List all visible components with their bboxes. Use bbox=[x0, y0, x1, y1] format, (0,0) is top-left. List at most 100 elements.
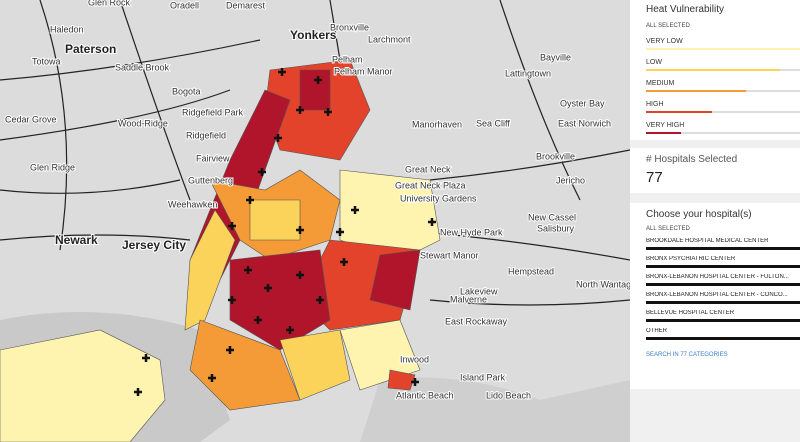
level-label: MEDIUM bbox=[646, 80, 675, 87]
place-label: Lido Beach bbox=[486, 390, 531, 400]
place-label: East Norwich bbox=[558, 118, 611, 128]
place-label: Pelham bbox=[332, 54, 363, 64]
heat-card: Heat Vulnerability ALL SELECTED VERY LOW… bbox=[630, 0, 800, 140]
place-label: Cedar Grove bbox=[5, 114, 57, 124]
level-label: VERY HIGH bbox=[646, 122, 685, 129]
hospital-marker bbox=[226, 346, 234, 354]
hospital-marker bbox=[246, 196, 254, 204]
place-label: Haledon bbox=[50, 24, 84, 34]
hospital-label: OTHER bbox=[646, 328, 667, 334]
water bbox=[360, 377, 630, 442]
roads bbox=[0, 0, 630, 306]
heat-level: VERY HIGH bbox=[646, 122, 800, 134]
hospital-marker bbox=[286, 326, 294, 334]
place-label: Weehawken bbox=[168, 199, 217, 209]
place-label: Atlantic Beach bbox=[396, 390, 454, 400]
search-link[interactable]: SEARCH IN 77 CATEGORIES bbox=[646, 352, 728, 358]
place-label: Newark bbox=[55, 233, 98, 247]
level-label: VERY LOW bbox=[646, 38, 683, 45]
level-label: LOW bbox=[646, 59, 662, 66]
level-track bbox=[646, 111, 800, 113]
level-track bbox=[646, 48, 800, 50]
hospital-item[interactable]: BRONX-LEBANON HOSPITAL CENTER - FULTON..… bbox=[646, 274, 800, 286]
hospital-item[interactable]: OTHER bbox=[646, 328, 800, 340]
heat-title: Heat Vulnerability bbox=[646, 4, 725, 15]
hospital-marker bbox=[336, 228, 344, 236]
hospital-item[interactable]: BRONX-LEBANON HOSPITAL CENTER - CONCO... bbox=[646, 292, 800, 304]
hospital-bar bbox=[646, 301, 800, 304]
hospital-marker bbox=[428, 218, 436, 226]
hospital-item[interactable]: BELLEVUE HOSPITAL CENTER bbox=[646, 310, 800, 322]
place-label: Ridgefield bbox=[186, 130, 226, 140]
hospital-bar bbox=[646, 337, 800, 340]
level-bar bbox=[646, 132, 682, 134]
hospital-bar bbox=[646, 283, 800, 286]
place-label: Totowa bbox=[32, 56, 61, 66]
hospital-label: BROOKDALE HOSPITAL MEDICAL CENTER bbox=[646, 238, 769, 244]
place-label: Sea Cliff bbox=[476, 118, 510, 128]
place-label: Glen Rock bbox=[88, 0, 131, 7]
heat-level: VERY LOW bbox=[646, 38, 800, 50]
place-label: Jersey City bbox=[122, 238, 186, 252]
place-label: Paterson bbox=[65, 42, 116, 56]
hospital-marker bbox=[351, 206, 359, 214]
place-label: New Hyde Park bbox=[440, 227, 503, 237]
hospital-marker bbox=[134, 388, 142, 396]
place-label: Bronxville bbox=[330, 22, 369, 32]
hospital-card: Choose your hospital(s) ALL SELECTED BRO… bbox=[630, 203, 800, 389]
hospital-marker bbox=[228, 222, 236, 230]
hospital-marker bbox=[411, 378, 419, 386]
districts bbox=[0, 59, 441, 442]
level-label: HIGH bbox=[646, 101, 664, 108]
place-label: Bayville bbox=[540, 52, 571, 62]
hospital-marker bbox=[228, 296, 236, 304]
hospital-item[interactable]: BRONX PSYCHIATRIC CENTER bbox=[646, 256, 800, 268]
place-label: Island Park bbox=[460, 372, 506, 382]
place-label: University Gardens bbox=[400, 193, 477, 203]
hospital-title: Choose your hospital(s) bbox=[646, 209, 752, 220]
place-label: Manorhaven bbox=[412, 119, 462, 129]
hospital-label: BRONX-LEBANON HOSPITAL CENTER - FULTON..… bbox=[646, 274, 789, 280]
hospital-marker bbox=[314, 76, 322, 84]
place-label: Wood-Ridge bbox=[118, 118, 168, 128]
place-label: Lakeview bbox=[460, 286, 498, 296]
place-label: Lattingtown bbox=[505, 68, 551, 78]
hospital-marker bbox=[316, 296, 324, 304]
all-selected[interactable]: ALL SELECTED bbox=[646, 226, 690, 232]
hospital-marker bbox=[258, 168, 266, 176]
hospital-label: BRONX-LEBANON HOSPITAL CENTER - CONCO... bbox=[646, 292, 788, 298]
hospital-marker bbox=[142, 354, 150, 362]
place-label: Bogota bbox=[172, 86, 201, 96]
place-label: Yonkers bbox=[290, 28, 337, 42]
hospital-marker bbox=[278, 68, 286, 76]
count-card: # Hospitals Selected 77 bbox=[630, 148, 800, 193]
hospital-item[interactable]: BROOKDALE HOSPITAL MEDICAL CENTER bbox=[646, 238, 800, 250]
place-label: Demarest bbox=[226, 0, 266, 10]
place-label: Great Neck Plaza bbox=[395, 180, 466, 190]
hospital-bar bbox=[646, 319, 800, 322]
hospital-markers bbox=[134, 68, 436, 396]
place-label: Great Neck bbox=[405, 164, 451, 174]
all-selected[interactable]: ALL SELECTED bbox=[646, 23, 690, 29]
heat-level: MEDIUM bbox=[646, 80, 800, 92]
place-label: Ridgefield Park bbox=[182, 107, 244, 117]
place-label: Jericho bbox=[556, 175, 585, 185]
hospital-marker bbox=[296, 106, 304, 114]
place-label: Glen Ridge bbox=[30, 162, 75, 172]
place-label: Guttenberg bbox=[188, 175, 233, 185]
place-label: Salisbury bbox=[537, 223, 575, 233]
hospital-marker bbox=[274, 134, 282, 142]
place-label: Stewart Manor bbox=[420, 250, 479, 260]
count-value: 77 bbox=[646, 169, 663, 186]
level-track bbox=[646, 132, 800, 134]
map[interactable]: Glen Rock Oradell Demarest Haledon Paterson Y… bbox=[0, 0, 630, 442]
level-bar bbox=[646, 48, 800, 50]
level-track bbox=[646, 90, 800, 92]
hospital-bar bbox=[646, 265, 800, 268]
place-label: Brookville bbox=[536, 151, 575, 161]
hospital-marker bbox=[244, 266, 252, 274]
level-bar bbox=[646, 90, 747, 92]
side-panel: Heat Vulnerability ALL SELECTED VERY LOW… bbox=[630, 0, 800, 442]
place-label: Oyster Bay bbox=[560, 98, 605, 108]
